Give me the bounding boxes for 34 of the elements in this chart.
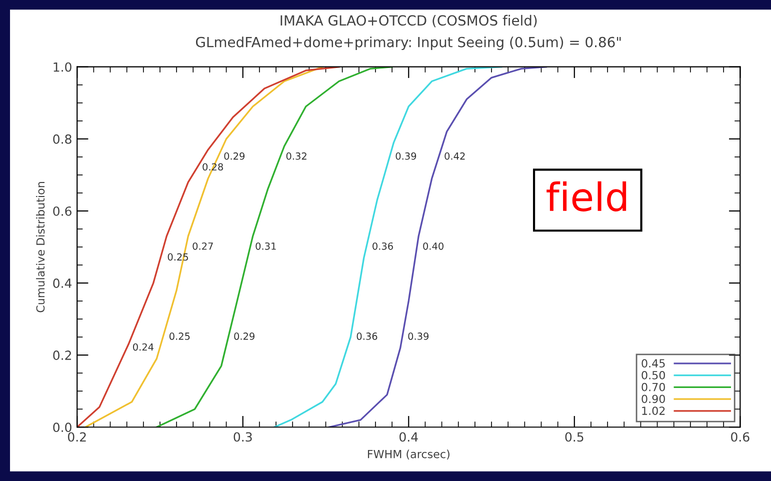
text: 0.90 <box>642 394 665 404</box>
annotation: 0.32 <box>286 152 306 160</box>
annotation: 0.36 <box>372 242 393 250</box>
annotation: 0.29 <box>234 332 254 340</box>
x-tick-label: 0.4 <box>400 432 418 442</box>
y-axis-title: Cumulative Distribution <box>36 182 45 312</box>
x-tick-label: 0.3 <box>234 432 252 442</box>
annotation: 0.24 <box>133 343 154 351</box>
y-tick-label: 0.8 <box>53 134 72 144</box>
annotation: 0.39 <box>408 332 429 340</box>
annotation: 0.39 <box>396 152 416 160</box>
x-tick-label: 0.6 <box>731 432 750 442</box>
annotation: 0.42 <box>444 152 465 160</box>
annotation: 0.40 <box>423 242 444 250</box>
annotation: 0.25 <box>169 332 190 340</box>
x-tick-label: 0.2 <box>68 432 86 442</box>
annotation: 0.36 <box>356 332 378 340</box>
y-tick-label: 0.0 <box>53 422 72 432</box>
y-tick-label: 1.0 <box>54 62 72 72</box>
y-tick-label: 0.4 <box>53 278 72 288</box>
annotation: field <box>546 181 626 212</box>
text: 0.70 <box>642 382 665 392</box>
y-tick-label: 0.6 <box>53 206 72 216</box>
chart-subtitle: GLmedFAmed+dome+primary: Input Seeing (0.5um) = 0.86" <box>196 36 621 50</box>
annotation: 0.31 <box>256 242 276 250</box>
text: 0.45 <box>642 359 665 368</box>
chart-title: IMAKA GLAO+OTCCD (COSMOS field) <box>280 14 537 28</box>
annotation: 0.29 <box>224 152 245 160</box>
y-tick-label: 0.2 <box>53 350 71 360</box>
x-axis-title: FWHM (arcsec) <box>368 450 450 460</box>
text: 0.50 <box>642 370 665 380</box>
x-tick-label: 0.5 <box>565 432 584 442</box>
annotation: 0.27 <box>192 242 213 250</box>
text: 1.02 <box>642 406 665 415</box>
